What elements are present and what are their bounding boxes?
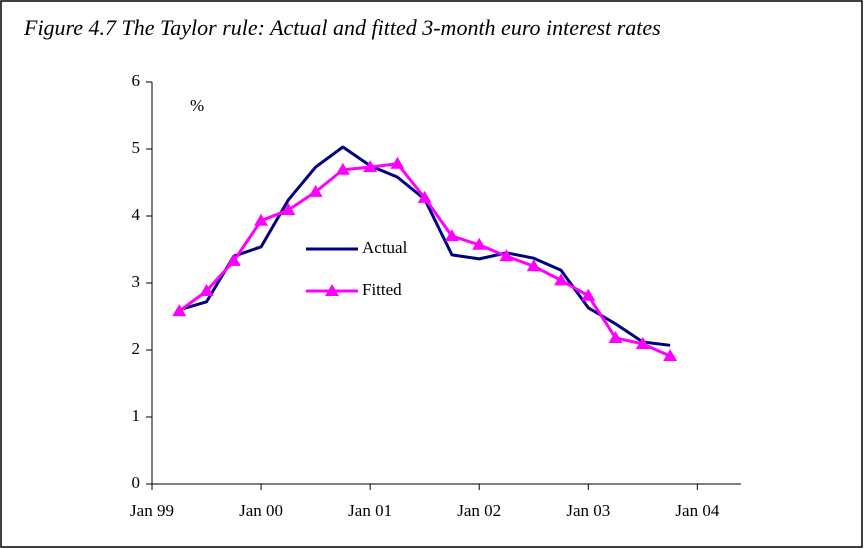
x-tick-label: Jan 01 bbox=[348, 501, 392, 520]
marker bbox=[172, 304, 187, 317]
marker bbox=[226, 253, 241, 266]
y-tick-label: 3 bbox=[132, 272, 141, 291]
marker bbox=[499, 249, 514, 262]
marker bbox=[444, 229, 459, 242]
marker bbox=[608, 330, 623, 343]
x-tick-label: Jan 00 bbox=[239, 501, 283, 520]
marker bbox=[417, 190, 432, 203]
legend-label: Actual bbox=[362, 238, 408, 257]
legend-marker bbox=[325, 284, 339, 296]
marker bbox=[390, 156, 405, 169]
marker bbox=[335, 162, 350, 175]
marker bbox=[554, 273, 569, 286]
marker bbox=[472, 237, 487, 250]
y-tick-label: 4 bbox=[132, 205, 141, 224]
marker bbox=[199, 284, 214, 297]
y-tick-label: 2 bbox=[132, 339, 141, 358]
marker bbox=[635, 336, 650, 349]
chart-title: Figure 4.7 The Taylor rule: Actual and f… bbox=[23, 15, 661, 40]
y-tick-label: 6 bbox=[132, 71, 141, 90]
marker bbox=[581, 288, 596, 301]
marker bbox=[308, 184, 323, 197]
marker bbox=[254, 213, 269, 226]
marker bbox=[281, 202, 296, 215]
marker bbox=[526, 259, 541, 272]
x-tick-label: Jan 04 bbox=[675, 501, 719, 520]
marker bbox=[363, 160, 378, 173]
y-unit-label: % bbox=[190, 96, 204, 115]
x-tick-label: Jan 03 bbox=[566, 501, 610, 520]
x-tick-label: Jan 99 bbox=[130, 501, 174, 520]
legend-label: Fitted bbox=[362, 280, 402, 299]
y-tick-label: 5 bbox=[132, 138, 141, 157]
x-tick-label: Jan 02 bbox=[457, 501, 501, 520]
y-tick-label: 1 bbox=[132, 406, 141, 425]
marker bbox=[663, 349, 678, 362]
y-tick-label: 0 bbox=[132, 473, 141, 492]
